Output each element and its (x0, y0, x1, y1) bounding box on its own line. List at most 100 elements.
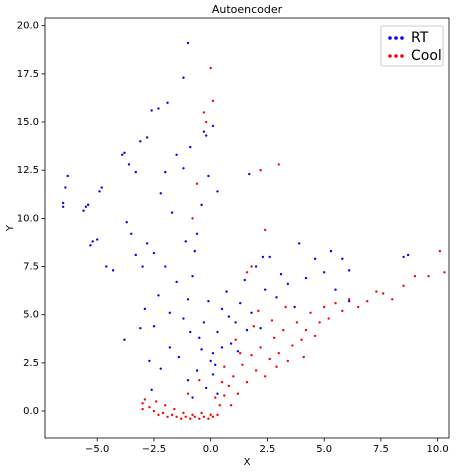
point (214, 363, 217, 366)
point (152, 251, 156, 255)
point (200, 348, 203, 351)
point (275, 365, 278, 368)
point (402, 255, 405, 259)
plot-frame (44, 17, 450, 439)
point (236, 392, 240, 395)
x-tick-label: 7.5 (373, 444, 389, 455)
point (170, 413, 174, 417)
point (438, 249, 442, 253)
point (402, 284, 405, 287)
point (304, 328, 308, 332)
point (273, 336, 276, 340)
point (204, 120, 208, 124)
point (248, 172, 251, 176)
point (145, 242, 149, 245)
point (143, 307, 147, 311)
point (259, 326, 262, 330)
point (191, 413, 194, 417)
point (234, 321, 237, 324)
point (157, 294, 160, 297)
point (141, 407, 144, 411)
point (257, 309, 260, 313)
x-tick-label: 5.0 (316, 444, 332, 455)
legend-marker (388, 36, 392, 40)
point (173, 407, 176, 411)
point (218, 404, 221, 407)
point (322, 305, 326, 309)
point (141, 402, 144, 405)
point (313, 334, 317, 338)
point (341, 257, 344, 261)
point (150, 388, 153, 392)
point (202, 321, 206, 324)
y-tick-label: 12.5 (17, 165, 39, 176)
point (225, 290, 228, 293)
point (182, 317, 185, 320)
point (347, 269, 351, 272)
point (227, 384, 231, 388)
point (216, 392, 219, 395)
point (157, 413, 160, 417)
point (89, 244, 92, 247)
point (245, 271, 249, 274)
point (157, 107, 160, 110)
point (216, 190, 219, 193)
point (250, 311, 253, 314)
point (84, 205, 88, 209)
point (223, 394, 226, 397)
point (286, 282, 290, 286)
legend-marker (394, 36, 398, 40)
point (182, 167, 185, 170)
point (166, 415, 169, 419)
point (193, 415, 196, 419)
point (295, 321, 299, 324)
point (143, 398, 147, 401)
point (293, 305, 296, 309)
point (96, 238, 99, 241)
point (198, 336, 201, 340)
y-tick-label: 0.0 (23, 406, 39, 417)
point (175, 153, 178, 156)
point (189, 330, 192, 334)
point (329, 249, 333, 253)
point (304, 276, 308, 280)
point (443, 271, 446, 274)
point (229, 404, 233, 407)
point (200, 203, 203, 207)
point (220, 346, 224, 349)
point (406, 253, 410, 257)
point (282, 328, 285, 332)
point (186, 298, 190, 301)
point (268, 357, 271, 361)
point (98, 190, 101, 193)
point (189, 417, 192, 420)
point (130, 232, 133, 235)
point (263, 375, 267, 378)
point (259, 169, 262, 172)
y-tick-label: 15.0 (17, 117, 39, 128)
point (164, 170, 167, 174)
point (155, 400, 158, 403)
point (86, 203, 90, 207)
point (159, 192, 162, 195)
point (141, 265, 144, 268)
point (184, 415, 187, 419)
point (191, 396, 194, 399)
point (202, 415, 206, 419)
point (179, 417, 183, 420)
point (91, 240, 94, 243)
point (236, 350, 240, 353)
point (191, 217, 194, 220)
point (261, 255, 265, 259)
legend-marker (394, 54, 398, 58)
point (161, 411, 165, 415)
x-tick-label: −5.0 (85, 444, 109, 455)
point (164, 404, 167, 407)
point (100, 186, 103, 189)
point (198, 379, 201, 382)
point (211, 99, 215, 103)
point (302, 355, 305, 359)
point (334, 301, 337, 305)
point (211, 124, 215, 128)
point (254, 265, 258, 268)
